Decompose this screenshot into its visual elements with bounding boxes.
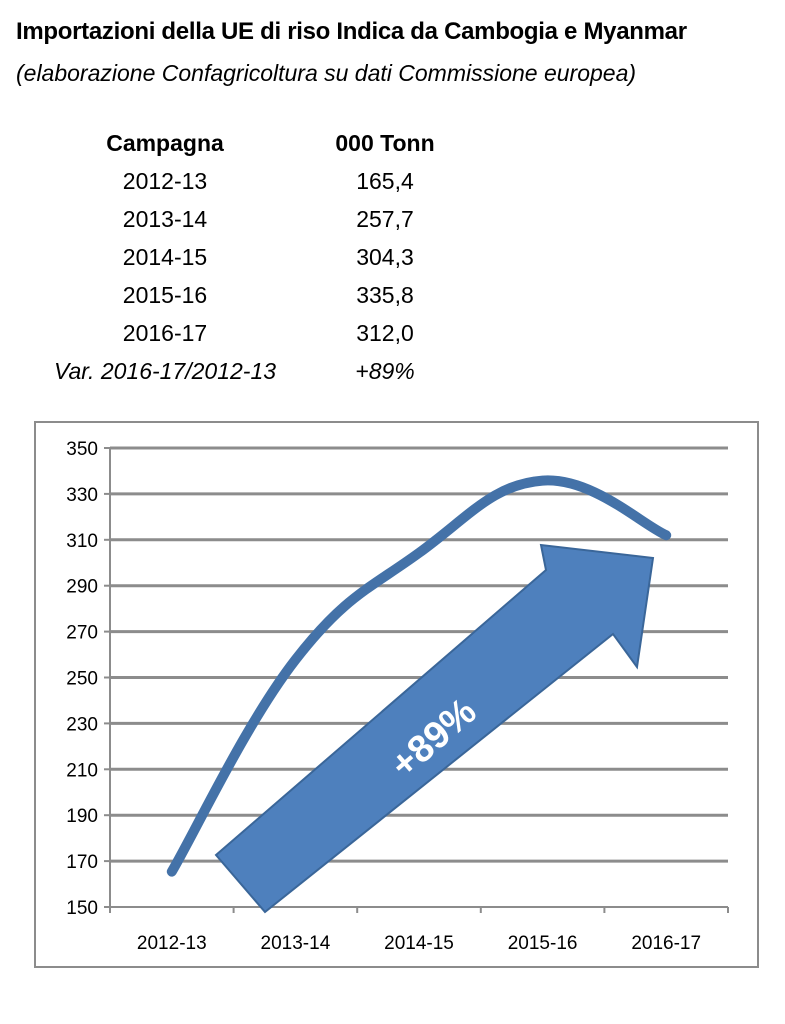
table-cell-campagna: 2014-15	[122, 244, 208, 270]
page-title: Importazioni della UE di riso Indica da …	[16, 18, 687, 45]
series-line	[166, 475, 672, 877]
y-tick-label: 190	[66, 806, 98, 827]
y-tick-label: 250	[66, 669, 98, 690]
table-cell-campagna: 2015-16	[122, 282, 208, 308]
y-tick-label: 210	[66, 760, 98, 781]
y-tick-label: 150	[66, 898, 98, 919]
x-tick-label: 2016-17	[631, 933, 701, 954]
table-cell-campagna: 2013-14	[122, 206, 208, 232]
y-tick-label: 170	[66, 852, 98, 873]
x-tick-label: 2015-16	[508, 933, 578, 954]
table-cell-value: 257,7	[356, 206, 414, 232]
y-tick-label: 230	[66, 714, 98, 735]
axes: 150 170 190 210 230 250 270 290 310 330 350 2012-13…	[66, 439, 729, 954]
column-header-tonn: 000 Tonn	[335, 130, 435, 156]
table-cell-value: 335,8	[356, 282, 414, 308]
x-tick-label: 2012-13	[137, 933, 207, 954]
variation-label: Var. 2016-17/2012-13	[53, 358, 277, 384]
table-cell-value: 312,0	[356, 320, 414, 346]
x-tick-label: 2013-14	[261, 933, 331, 954]
series-line-layer	[166, 475, 672, 877]
y-tick-label: 330	[66, 485, 98, 506]
variation-value: +89%	[355, 358, 415, 384]
arrow-shape	[214, 543, 655, 914]
growth-arrow: +89%	[214, 543, 655, 914]
gridlines	[110, 446, 728, 863]
y-tick-label: 350	[66, 439, 98, 460]
y-tick-label: 290	[66, 577, 98, 598]
table-cell-value: 304,3	[356, 244, 414, 270]
y-tick-label: 270	[66, 623, 98, 644]
table-cell-campagna: 2012-13	[122, 168, 208, 194]
x-tick-label: 2014-15	[384, 933, 454, 954]
y-tick-label: 310	[66, 531, 98, 552]
column-header-campagna: Campagna	[106, 130, 224, 156]
page-subtitle: (elaborazione Confagricoltura su dati Co…	[16, 60, 637, 86]
table-cell-campagna: 2016-17	[122, 320, 208, 346]
table-cell-value: 165,4	[356, 168, 414, 194]
